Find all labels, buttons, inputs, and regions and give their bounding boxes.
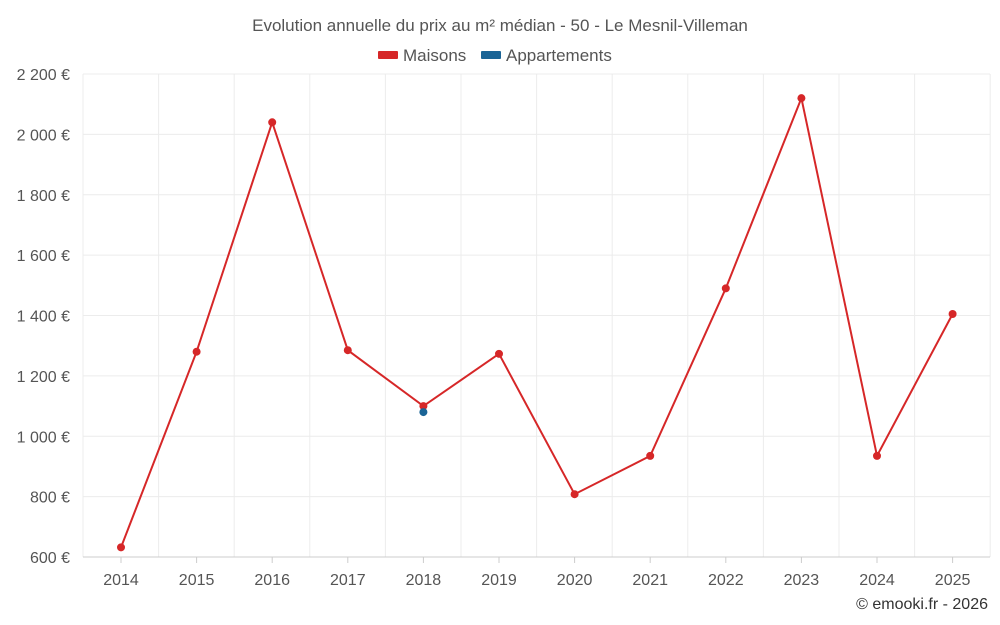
x-tick-label: 2015 bbox=[179, 572, 215, 589]
data-point-maisons[interactable] bbox=[797, 94, 806, 103]
y-tick-label: 1 400 € bbox=[17, 309, 70, 326]
y-tick-label: 600 € bbox=[30, 550, 70, 567]
series-line-maisons bbox=[120, 94, 954, 548]
y-tick-label: 2 200 € bbox=[17, 67, 70, 84]
data-point-maisons[interactable] bbox=[268, 118, 277, 127]
data-point-maisons[interactable] bbox=[419, 402, 428, 411]
chart-series bbox=[117, 94, 957, 552]
chart-grid bbox=[82, 73, 991, 558]
x-axis: 2014 2015 2016 2017 2018 2019 2020 2021 2022 2023… bbox=[83, 556, 990, 589]
data-point-maisons[interactable] bbox=[873, 451, 881, 460]
data-point-maisons[interactable] bbox=[495, 349, 503, 358]
x-tick-label: 2025 bbox=[935, 572, 971, 589]
legend-label-maisons[interactable]: Maisons bbox=[403, 46, 466, 65]
x-tick-label: 2022 bbox=[708, 572, 744, 589]
y-tick-label: 1 200 € bbox=[17, 369, 70, 386]
chart-title: Evolution annuelle du prix au m² médian … bbox=[252, 16, 748, 35]
data-point-maisons[interactable] bbox=[570, 490, 579, 499]
data-point-maisons[interactable] bbox=[948, 309, 957, 318]
credit-text: © emooki.fr - 2026 bbox=[856, 596, 988, 613]
data-point-maisons[interactable] bbox=[343, 346, 352, 355]
legend-swatch-maisons bbox=[378, 51, 398, 59]
y-axis: 600 € 800 € 1 000 € 1 200 € 1 400 € 1 600 € 1 … bbox=[17, 67, 70, 567]
x-tick-label: 2016 bbox=[254, 572, 290, 589]
y-tick-label: 800 € bbox=[30, 490, 70, 507]
legend-swatch-appartements bbox=[481, 51, 501, 59]
y-tick-label: 1 600 € bbox=[17, 248, 70, 265]
x-tick-label: 2017 bbox=[330, 572, 366, 589]
x-tick-label: 2018 bbox=[406, 572, 442, 589]
x-tick-label: 2014 bbox=[103, 572, 139, 589]
y-tick-label: 1 800 € bbox=[17, 188, 70, 205]
y-tick-label: 2 000 € bbox=[17, 127, 70, 144]
data-point-maisons[interactable] bbox=[646, 451, 655, 460]
data-point-appartements[interactable] bbox=[419, 408, 428, 417]
legend-label-appartements[interactable]: Appartements bbox=[506, 46, 612, 65]
chart-legend: Maisons Appartements bbox=[378, 46, 612, 65]
y-tick-label: 1 000 € bbox=[17, 429, 70, 446]
x-tick-label: 2024 bbox=[859, 572, 895, 589]
data-point-maisons[interactable] bbox=[721, 284, 730, 293]
x-tick-label: 2023 bbox=[784, 572, 820, 589]
data-point-maisons[interactable] bbox=[192, 347, 201, 356]
x-tick-label: 2019 bbox=[481, 572, 517, 589]
x-tick-label: 2021 bbox=[632, 572, 668, 589]
x-tick-label: 2020 bbox=[557, 572, 593, 589]
data-point-maisons[interactable] bbox=[117, 543, 125, 552]
